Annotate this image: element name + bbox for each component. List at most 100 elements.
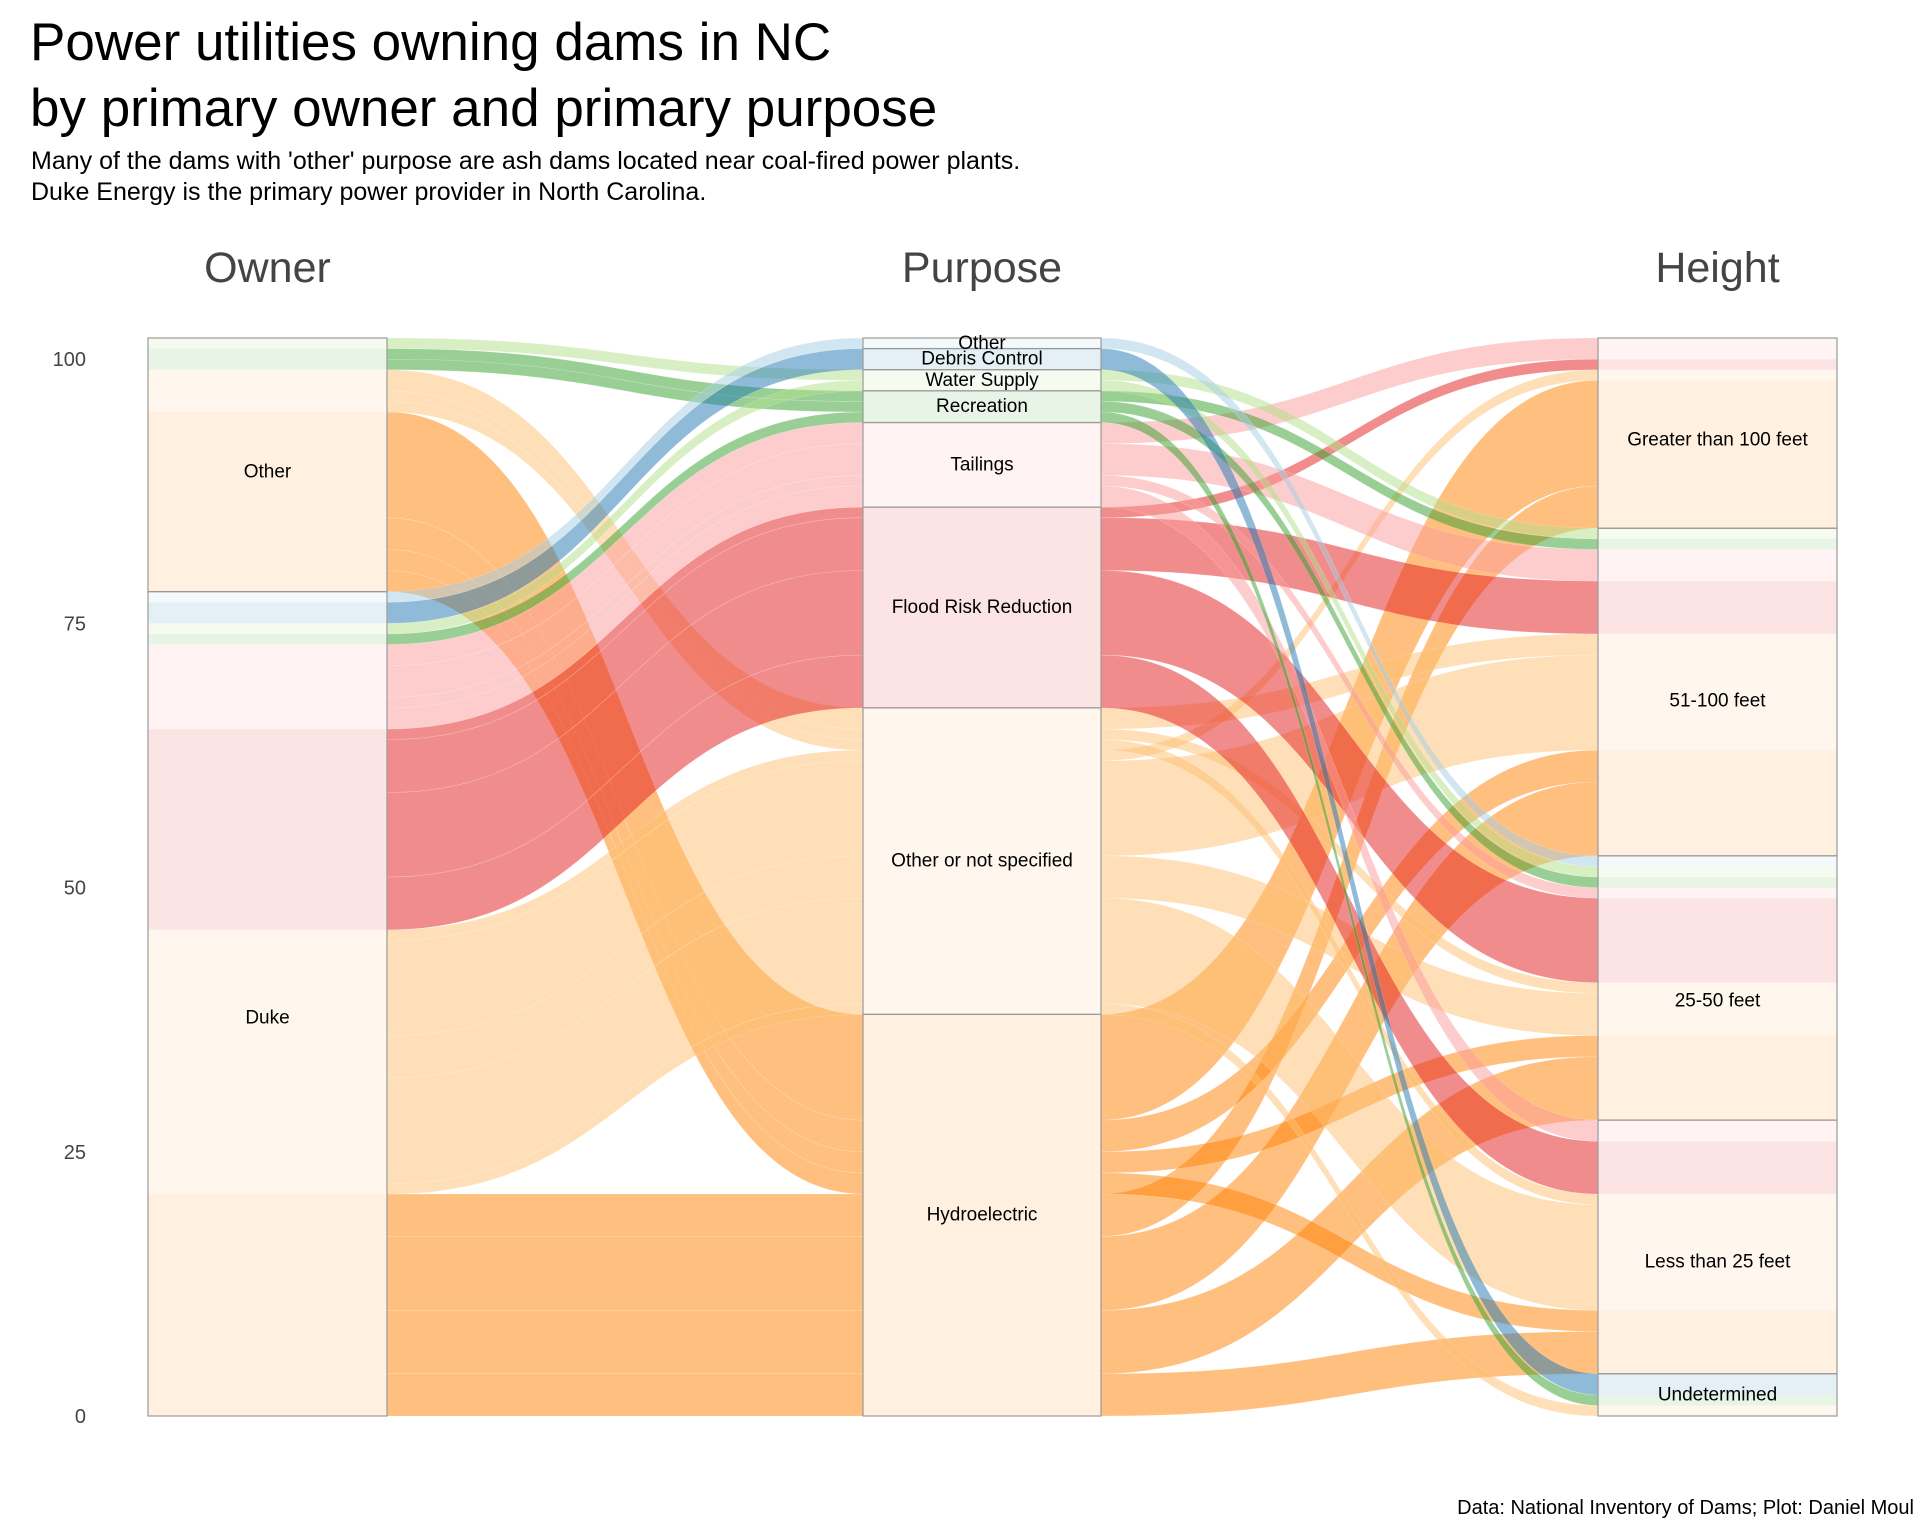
stratum-lode-fill [1598,898,1837,983]
stratum-lode-fill [1598,1194,1837,1205]
stratum-lode-fill [1598,1141,1837,1195]
y-tick-label: 100 [53,349,86,371]
stratum-lode-fill [863,390,1101,402]
stratum-lode-fill [1598,750,1837,782]
stratum-lode-fill [1598,633,1837,656]
stratum-lode-fill [1598,359,1837,370]
stratum-label-25-50-feet: 25-50 feet [1675,991,1761,1012]
chart-subtitle-line-2: Duke Energy is the primary power provide… [31,178,707,206]
strata-labels: Duke Other Hydroelectric Other or not speci… [244,333,1809,1406]
stratum-lode-fill [863,655,1101,708]
y-tick-label: 75 [64,613,86,635]
stratum-lode-fill [148,359,387,370]
stratum-label-duke: Duke [245,1008,289,1029]
stratum-lode-fill [863,1373,1101,1416]
stratum-lode-fill [148,929,387,941]
stratum-lode-fill [148,591,387,603]
stratum-lode-fill [1598,1056,1837,1121]
stratum-lode-fill [863,1151,1101,1173]
stratum-lode-fill [863,507,1101,518]
stratum-purpose-other [862,337,1102,350]
stratum-lode-fill [863,422,1101,444]
stratum-lode-fill [148,369,387,391]
chart-subtitle-line-1: Many of the dams with 'other' purpose ar… [31,147,1021,175]
stratum-lode-fill [148,877,387,930]
stratum-lode-fill [148,1373,387,1416]
stratum-lode-fill [148,338,387,349]
stratum-lode-fill [863,855,1101,899]
stratum-lode-fill [863,517,1101,571]
stratum-lode-fill [863,898,1101,1004]
stratum-lode-fill [148,644,387,666]
stratum-lode-fill [1598,549,1837,582]
stratum-lode-fill [863,750,1101,761]
stratum-lode-fill [863,1172,1101,1195]
stratum-lode-fill [1598,982,1837,994]
stratum-label-flood-risk-reduction: Flood Risk Reduction [892,597,1073,618]
stratum-lode-fill [1598,1331,1837,1374]
stratum-lode-fill [1598,655,1837,751]
stratum-lode-fill [863,760,1101,856]
stratum-lode-fill [863,729,1101,740]
stratum-lode-fill [148,549,387,571]
stratum-lode-fill [1598,993,1837,1036]
stratum-height-greater-than-100-feet [1597,337,1838,529]
stratum-lode-fill [863,485,1101,508]
stratum-lode-fill [863,401,1101,412]
stratum-lode-fill [863,475,1101,486]
stratum-label-greater-than-100-feet: Greater than 100 feet [1627,430,1808,451]
axis-title-purpose: Purpose [902,244,1062,292]
chart-subtitle: Many of the dams with 'other' purpose ar… [31,146,1020,208]
flow-duke-hydroelectric-less-than-25-feet [386,1373,864,1417]
stratum-lode-fill [1598,1035,1837,1057]
y-tick-label: 0 [75,1406,86,1428]
stratum-label-other: Other [244,462,292,483]
y-tick-label: 50 [64,878,86,900]
stratum-lode-fill [148,390,387,402]
stratum-lode-fill [148,665,387,698]
stratum-lode-fill [148,602,387,624]
stratum-label-less-than-25-feet: Less than 25 feet [1645,1252,1791,1273]
stratum-lode-fill [863,1236,1101,1311]
axis-title-height: Height [1655,244,1779,292]
stratum-lode-fill [148,633,387,645]
stratum-lode-fill [1598,528,1837,539]
stratum-lode-fill [148,1310,387,1374]
stratum-lode-fill [148,729,387,740]
stratum-lode-fill [148,739,387,793]
flow-duke-hydroelectric-greater-than-100-feet [386,1193,864,1237]
stratum-label-51-100-feet: 51-100 feet [1669,691,1766,712]
stratum-lode-fill [1598,781,1837,856]
stratum-lode-fill [1598,485,1837,529]
stratum-lode-fill [863,1003,1101,1015]
stratum-lode-fill [1598,887,1837,899]
y-tick-label: 25 [64,1142,86,1164]
stratum-lode-fill [148,623,387,634]
stratum-lode-fill [1598,877,1837,888]
stratum-lode-fill [1598,338,1837,360]
stratum-lode-fill [1598,855,1837,867]
stratum-label-water-supply: Water Supply [925,370,1039,391]
stratum-lode-fill [863,1310,1101,1374]
stratum-lode-fill [148,1236,387,1311]
flow-duke-hydroelectric-51-100-feet [386,1236,864,1311]
stratum-label-undetermined: Undetermined [1658,1384,1777,1405]
stratum-lode-fill [148,1194,387,1237]
stratum-lode-fill [1598,581,1837,634]
stratum-lode-fill [1598,1204,1837,1311]
strata-backgrounds [148,338,1837,1416]
stratum-lode-fill [1598,380,1837,486]
stratum-lode-fill [863,443,1101,476]
stratum-lode-fill [863,1194,1101,1237]
y-axis-ticks: 0 25 50 75 100 [53,349,86,1428]
axis-titles: Owner Purpose Height [204,244,1780,292]
stratum-lode-fill [863,570,1101,656]
stratum-lode-fill [1598,1373,1837,1395]
stratum-lode-fill [863,338,1101,349]
stratum-lode-fill [1598,1405,1837,1416]
stratum-label-hydroelectric: Hydroelectric [927,1205,1038,1226]
stratum-lode-fill [1598,1310,1837,1332]
stratum-lode-fill [863,369,1101,381]
stratum-lode-fill [148,940,387,1036]
